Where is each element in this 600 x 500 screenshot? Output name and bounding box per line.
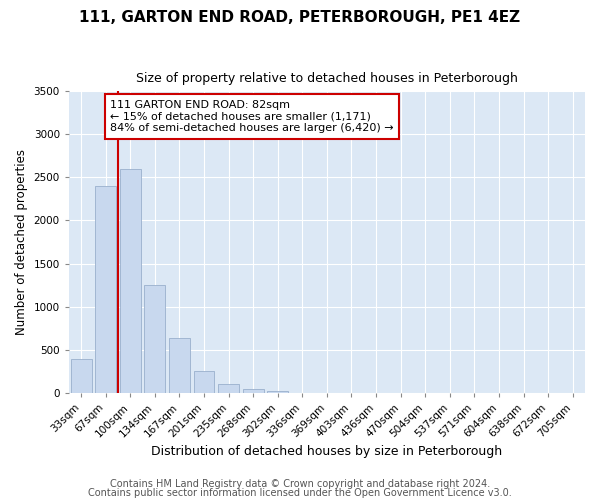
- Bar: [268, 392, 288, 393]
- Text: Contains public sector information licensed under the Open Government Licence v3: Contains public sector information licen…: [88, 488, 512, 498]
- Text: 111 GARTON END ROAD: 82sqm
← 15% of detached houses are smaller (1,171)
84% of s: 111 GARTON END ROAD: 82sqm ← 15% of deta…: [110, 100, 394, 133]
- Bar: [145, 285, 166, 393]
- Bar: [194, 370, 214, 393]
- Bar: [218, 384, 239, 393]
- Bar: [169, 338, 190, 393]
- Bar: [71, 358, 92, 393]
- Text: 111, GARTON END ROAD, PETERBOROUGH, PE1 4EZ: 111, GARTON END ROAD, PETERBOROUGH, PE1 …: [79, 10, 521, 25]
- Text: Contains HM Land Registry data © Crown copyright and database right 2024.: Contains HM Land Registry data © Crown c…: [110, 479, 490, 489]
- Y-axis label: Number of detached properties: Number of detached properties: [15, 149, 28, 335]
- Bar: [95, 186, 116, 393]
- Bar: [243, 388, 263, 393]
- Bar: [120, 168, 141, 393]
- Title: Size of property relative to detached houses in Peterborough: Size of property relative to detached ho…: [136, 72, 518, 86]
- X-axis label: Distribution of detached houses by size in Peterborough: Distribution of detached houses by size …: [151, 444, 502, 458]
